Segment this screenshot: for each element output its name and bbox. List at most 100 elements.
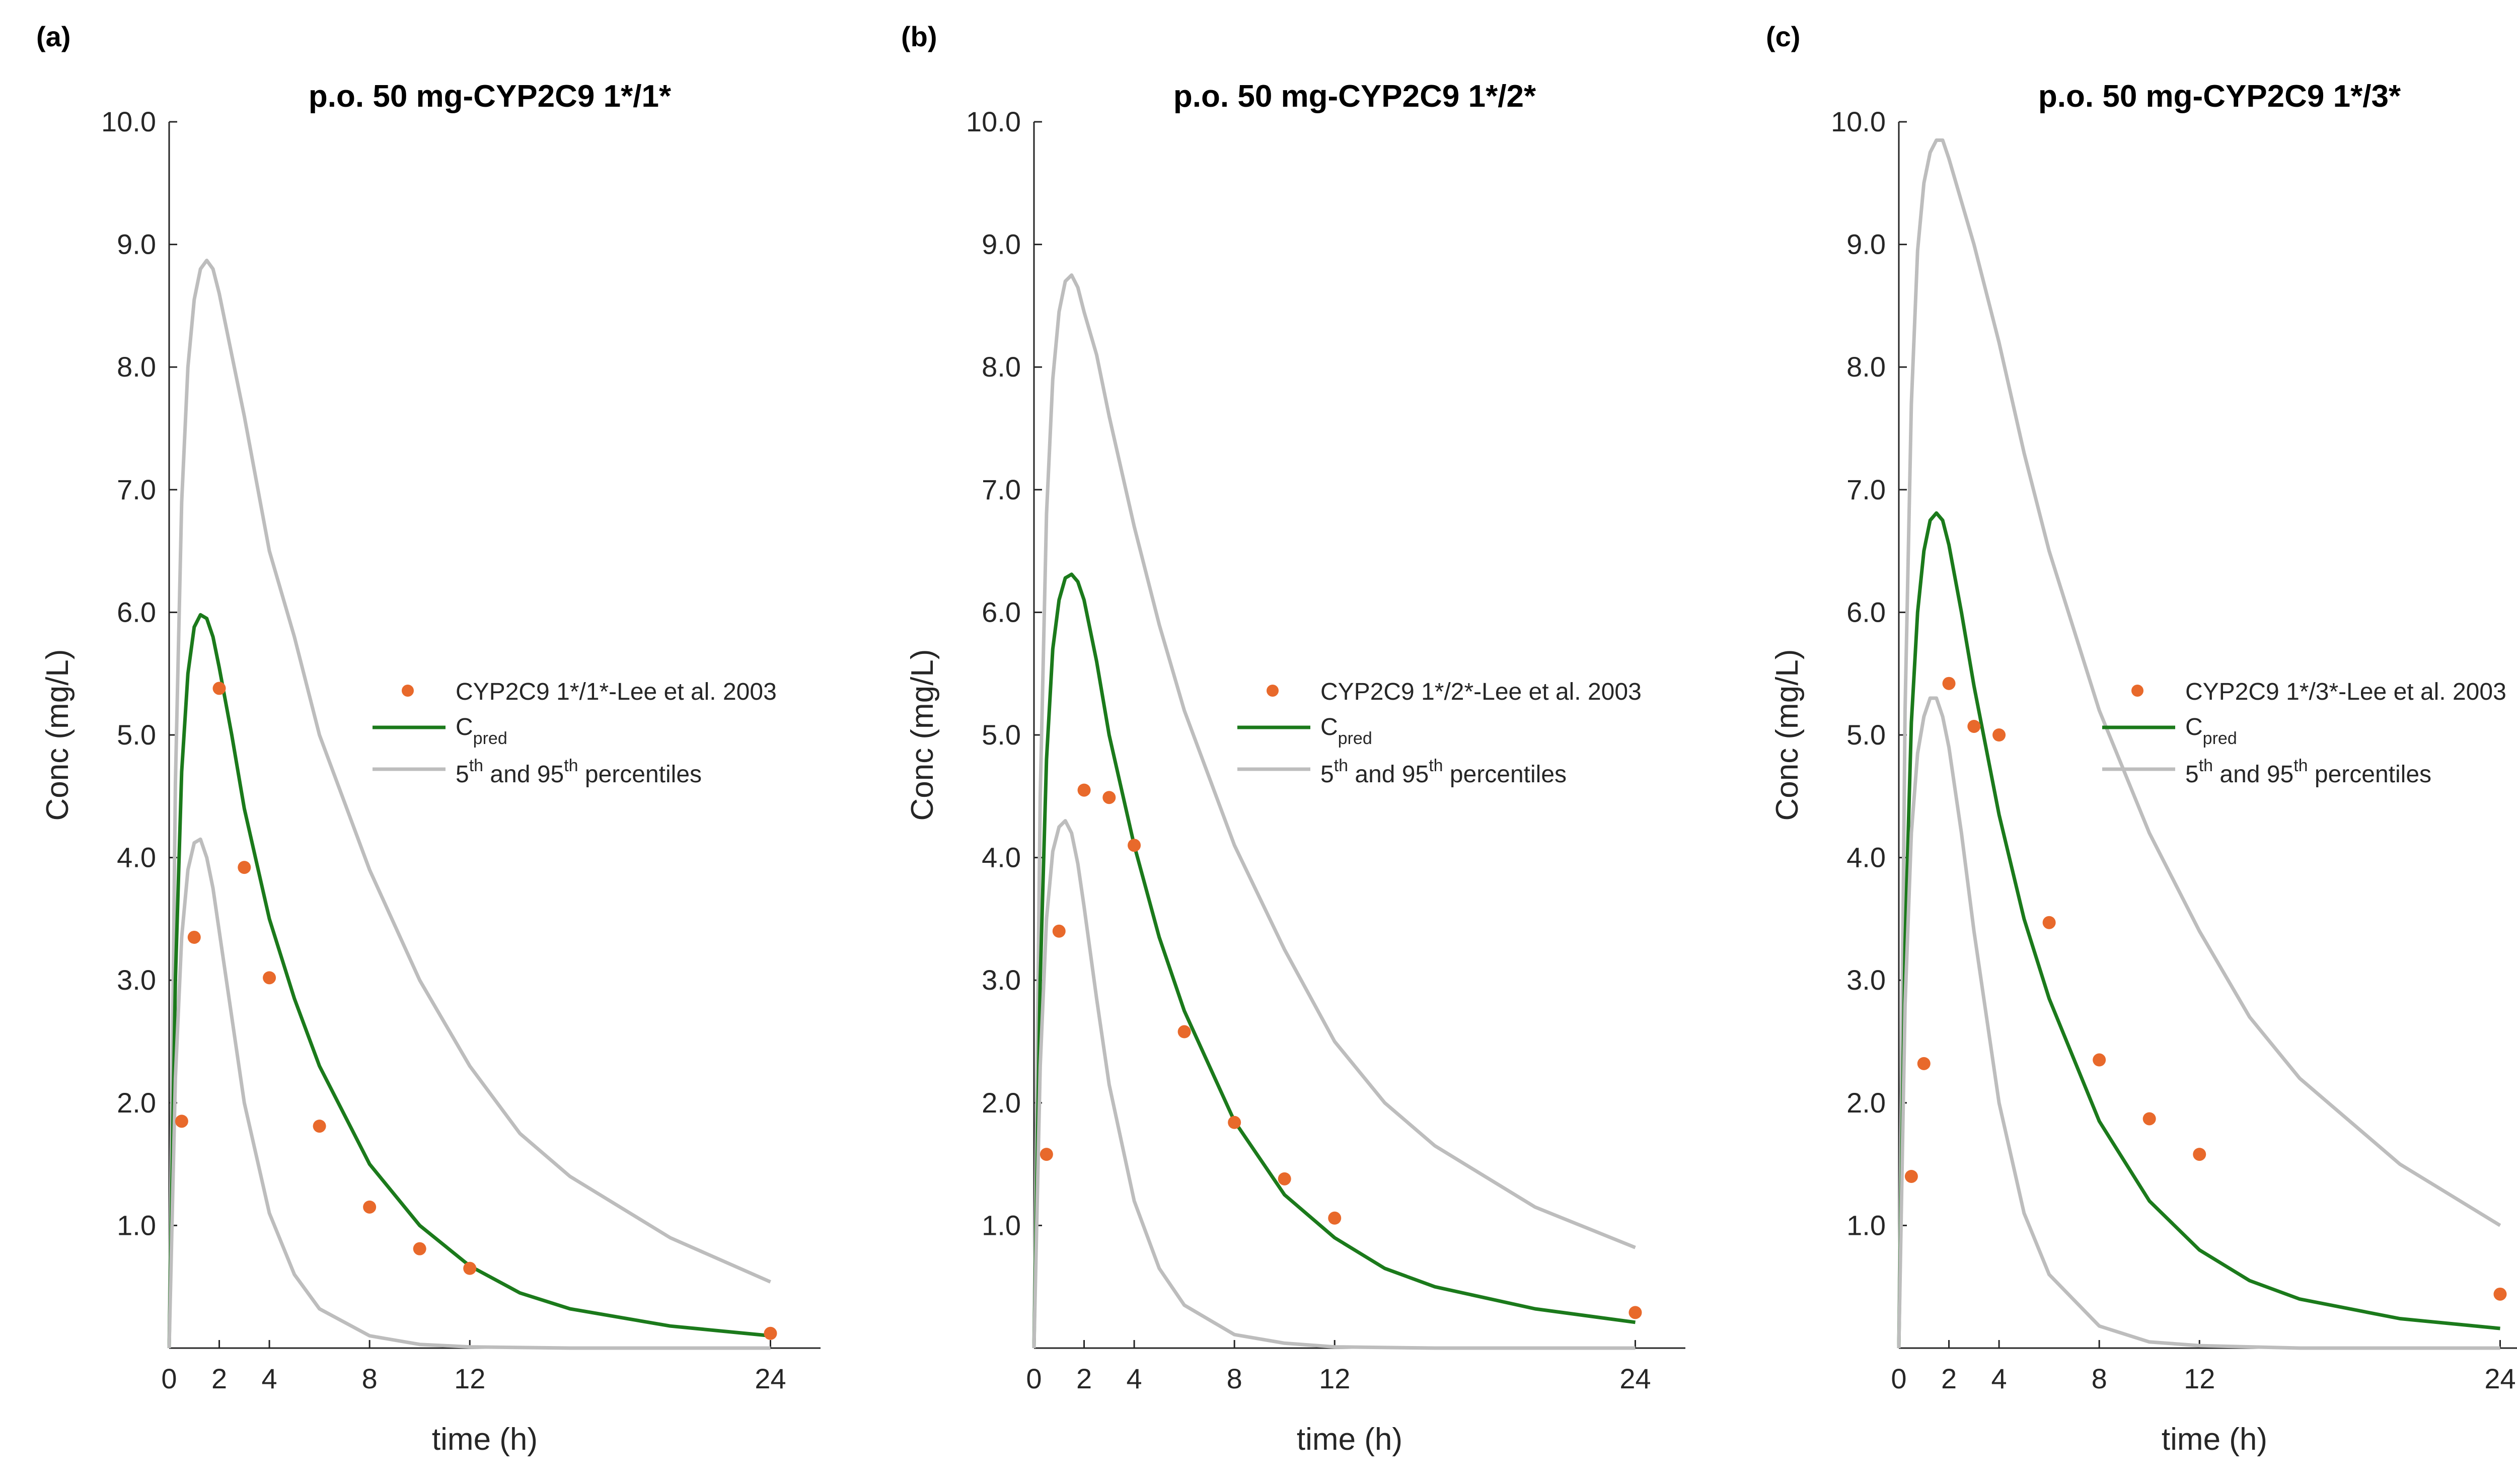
observed-point	[2193, 1148, 2206, 1161]
y-tick-label: 5.0	[1846, 719, 1886, 751]
observed-point	[212, 682, 226, 695]
observed-point	[463, 1262, 477, 1275]
x-tick-label: 0	[1891, 1363, 1906, 1394]
y-tick-label: 10.0	[1831, 106, 1886, 137]
y-tick-label: 7.0	[117, 474, 156, 505]
y-tick-label: 8.0	[1846, 351, 1886, 383]
observed-point	[2493, 1287, 2507, 1301]
legend-observed-label: CYP2C9 1*/3*-Lee et al. 2003	[2185, 679, 2506, 705]
y-tick-label: 4.0	[982, 842, 1021, 873]
observed-point	[1917, 1057, 1931, 1070]
chart-title: p.o. 50 mg-CYP2C9 1*/1*	[309, 79, 672, 114]
x-tick-label: 8	[1227, 1363, 1242, 1394]
x-axis-label: time (h)	[2162, 1422, 2267, 1457]
observed-point	[363, 1200, 377, 1214]
observed-point	[175, 1115, 188, 1128]
observed-point	[1128, 839, 1141, 852]
x-axis-label: time (h)	[1297, 1422, 1402, 1457]
y-tick-label: 10.0	[966, 106, 1021, 137]
x-axis-label: time (h)	[432, 1422, 538, 1457]
y-tick-label: 1.0	[982, 1209, 1021, 1241]
legend: CYP2C9 1*/1*-Lee et al. 2003 Cpred 5th and…	[373, 679, 777, 788]
chart-title: p.o. 50 mg-CYP2C9 1*/3*	[2038, 79, 2401, 114]
legend-percentile-label: 5th and 95th percentiles	[2185, 756, 2431, 788]
observed-point	[1077, 783, 1091, 797]
p95-line	[167, 258, 771, 1349]
observed-point	[1177, 1025, 1191, 1038]
observed-point	[1628, 1306, 1642, 1319]
observed-point	[263, 971, 276, 985]
y-tick-label: 5.0	[117, 719, 156, 751]
observed-point	[187, 930, 201, 944]
y-tick-label: 4.0	[1846, 842, 1886, 873]
observed-point	[1102, 791, 1116, 804]
y-tick-label: 1.0	[1846, 1209, 1886, 1241]
observed-point	[1904, 1169, 1918, 1183]
chart-panel-2: (b) p.o. 50 mg-CYP2C9 1*/2* 1.0 2.0 3.0 4.0 5.…	[901, 21, 1685, 1457]
x-tick-label: 8	[362, 1363, 378, 1394]
observed-point	[2042, 916, 2056, 929]
y-tick-label: 6.0	[117, 596, 156, 628]
observed-point	[2142, 1112, 2156, 1126]
x-tick-label: 24	[755, 1363, 786, 1394]
legend: CYP2C9 1*/2*-Lee et al. 2003 Cpred 5th and…	[1237, 679, 1642, 788]
observed-point	[413, 1242, 426, 1255]
pred-line	[1032, 572, 1636, 1349]
pred-line	[1897, 511, 2500, 1349]
p5-line	[167, 837, 771, 1350]
y-tick-label: 3.0	[1846, 964, 1886, 996]
y-axis-label: Conc (mg/L)	[1770, 649, 1805, 821]
x-tick-label: 24	[2484, 1363, 2515, 1394]
observed-point	[1942, 677, 1956, 690]
x-tick-label: 4	[1126, 1363, 1142, 1394]
legend-percentile-label: 5th and 95th percentiles	[456, 756, 702, 788]
x-tick-label: 2	[1076, 1363, 1092, 1394]
observed-point	[313, 1120, 326, 1133]
observed-point	[1992, 728, 2006, 741]
legend-observed-marker	[1267, 685, 1279, 697]
y-axis-label: Conc (mg/L)	[40, 649, 75, 821]
panel-letter: (c)	[1766, 21, 1800, 52]
x-tick-label: 0	[1026, 1363, 1042, 1394]
y-tick-label: 4.0	[117, 842, 156, 873]
y-tick-label: 5.0	[982, 719, 1021, 751]
observed-point	[1228, 1116, 1241, 1129]
y-tick-label: 3.0	[982, 964, 1021, 996]
panel-letter: (a)	[36, 21, 70, 52]
y-tick-label: 7.0	[982, 474, 1021, 505]
y-axis-label: Conc (mg/L)	[905, 649, 940, 821]
x-tick-label: 2	[211, 1363, 227, 1394]
y-tick-label: 2.0	[982, 1087, 1021, 1119]
y-tick-label: 9.0	[1846, 229, 1886, 260]
y-tick-label: 9.0	[982, 229, 1021, 260]
y-tick-label: 6.0	[982, 596, 1021, 628]
legend-pred-label: Cpred	[1320, 714, 1372, 748]
y-tick-label: 8.0	[982, 351, 1021, 383]
observed-point	[1328, 1211, 1342, 1225]
legend-observed-label: CYP2C9 1*/2*-Lee et al. 2003	[1320, 679, 1642, 705]
y-tick-label: 9.0	[117, 229, 156, 260]
p5-line	[1897, 696, 2500, 1350]
x-tick-label: 8	[2092, 1363, 2107, 1394]
legend-percentile-label: 5th and 95th percentiles	[1320, 756, 1567, 788]
y-tick-label: 6.0	[1846, 596, 1886, 628]
y-tick-label: 1.0	[117, 1209, 156, 1241]
y-tick-label: 8.0	[117, 351, 156, 383]
observed-point	[1278, 1172, 1291, 1185]
observed-point	[238, 861, 251, 874]
x-tick-label: 12	[2184, 1363, 2215, 1394]
x-tick-label: 24	[1619, 1363, 1651, 1394]
y-tick-label: 2.0	[117, 1087, 156, 1119]
y-tick-label: 2.0	[1846, 1087, 1886, 1119]
legend-pred-label: Cpred	[2185, 714, 2237, 748]
legend: CYP2C9 1*/3*-Lee et al. 2003 Cpred 5th and…	[2102, 679, 2506, 788]
p95-line	[1032, 273, 1636, 1349]
y-tick-label: 3.0	[117, 964, 156, 996]
observed-point	[2093, 1053, 2106, 1067]
legend-observed-marker	[402, 685, 414, 697]
p95-line	[1897, 138, 2501, 1349]
observed-point	[764, 1326, 777, 1340]
x-tick-label: 12	[454, 1363, 485, 1394]
legend-observed-marker	[2131, 685, 2143, 697]
x-tick-label: 4	[261, 1363, 277, 1394]
